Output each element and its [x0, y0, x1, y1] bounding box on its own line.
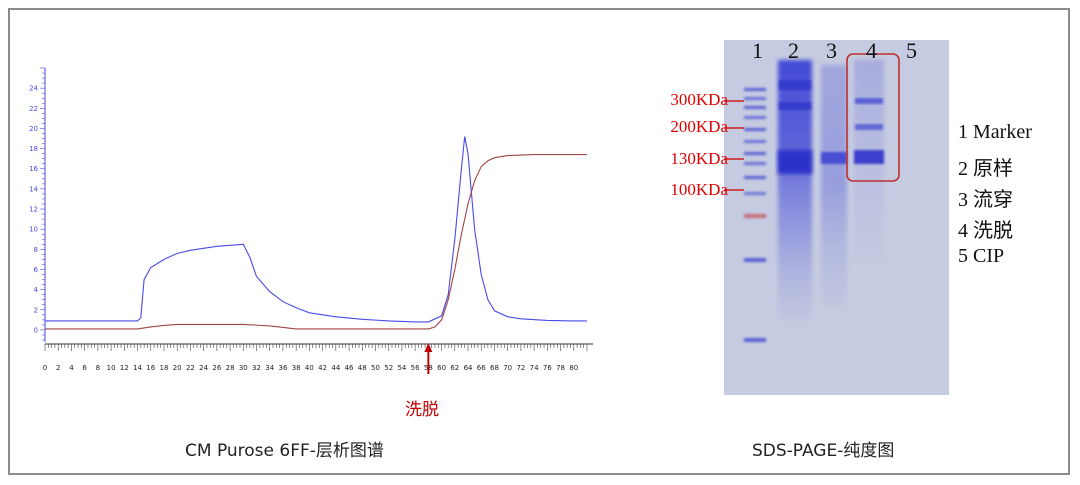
x-tick-label: 22 — [186, 364, 195, 372]
chromatogram-chart: 0 2 4 6 8 10 12 14 16 18 20 22 24 26 28 30 32 34 36 38 40 42 4… — [29, 67, 593, 374]
y-tick-label: 16 — [29, 165, 38, 173]
gel-lane-2-sample — [778, 60, 812, 320]
y-tick-label: 14 — [29, 185, 38, 193]
x-tick-label: 16 — [146, 364, 155, 372]
x-tick-label: 44 — [331, 364, 340, 372]
x-tick-label: 54 — [397, 364, 406, 372]
gel-legend-item: 4 洗脱 — [958, 220, 1013, 242]
y-tick-label: 0 — [34, 326, 38, 334]
series-line-2 — [45, 154, 587, 330]
x-tick-label: 28 — [226, 364, 235, 372]
x-tick-label: 72 — [516, 364, 525, 372]
x-tick-label: 20 — [173, 364, 182, 372]
gel-caption: SDS-PAGE-纯度图 — [752, 441, 895, 461]
x-tick-label: 76 — [543, 364, 552, 372]
chromatogram-caption: CM Purose 6FF-层析图谱 — [185, 441, 384, 461]
y-tick-label: 12 — [29, 206, 38, 214]
x-tick-label: 38 — [292, 364, 301, 372]
gel-lane-number: 5 — [906, 38, 917, 63]
x-tick-label: 46 — [345, 364, 354, 372]
x-tick-label: 62 — [450, 364, 459, 372]
x-tick-label: 74 — [530, 364, 539, 372]
gel-legend-item: 5 CIP — [958, 245, 1005, 267]
sds-page-gel-image — [724, 40, 949, 395]
x-tick-label: 34 — [265, 364, 274, 372]
series-line-1 — [45, 136, 587, 323]
x-tick-label: 6 — [82, 364, 87, 372]
x-tick-label: 8 — [96, 364, 100, 372]
x-tick-label: 14 — [133, 364, 142, 372]
x-tick-label: 40 — [305, 364, 314, 372]
x-tick-label: 80 — [569, 364, 578, 372]
x-tick-label: 50 — [371, 364, 380, 372]
x-tick-label: 60 — [437, 364, 446, 372]
x-tick-label: 68 — [490, 364, 499, 372]
x-tick-label: 18 — [160, 364, 169, 372]
gel-legend-item: 2 原样 — [958, 158, 1013, 180]
x-tick-label: 24 — [199, 364, 208, 372]
gel-lane-3-flowthrough — [821, 65, 847, 305]
x-tick-label: 2 — [56, 364, 60, 372]
y-tick-label: 18 — [29, 145, 38, 153]
mw-label-300kda: 300KDa — [670, 90, 728, 109]
y-tick-label: 4 — [34, 286, 39, 294]
x-tick-label: 66 — [477, 364, 486, 372]
lane-4-highlight-box — [846, 53, 900, 182]
x-tick-label: 56 — [411, 364, 420, 372]
gel-legend-item: 3 流穿 — [958, 189, 1013, 211]
y-tick-label: 10 — [29, 226, 38, 234]
x-tick-label: 12 — [120, 364, 129, 372]
y-tick-label: 2 — [34, 306, 38, 314]
x-tick-label: 42 — [318, 364, 327, 372]
gel-lane-number: 2 — [788, 38, 799, 63]
mw-label-100kda: 100KDa — [670, 180, 728, 199]
mw-label-130kda: 130KDa — [670, 149, 728, 168]
gel-lane-number: 1 — [752, 38, 763, 63]
y-tick-label: 8 — [34, 246, 38, 254]
x-tick-label: 4 — [69, 364, 74, 372]
x-tick-label: 32 — [252, 364, 261, 372]
mw-label-200kda: 200KDa — [670, 117, 728, 136]
x-tick-label: 52 — [384, 364, 393, 372]
y-tick-label: 20 — [29, 125, 38, 133]
elution-arrow-head — [424, 343, 433, 352]
gel-lane-number: 4 — [866, 38, 877, 63]
x-tick-label: 10 — [107, 364, 116, 372]
y-tick-label: 24 — [29, 85, 38, 93]
gel-lane-number: 3 — [826, 38, 837, 63]
y-tick-label: 6 — [34, 266, 39, 274]
gel-legend-item: 1 Marker — [958, 121, 1032, 143]
x-tick-label: 64 — [464, 364, 473, 372]
x-tick-label: 0 — [43, 364, 47, 372]
x-tick-label: 78 — [556, 364, 565, 372]
gel-lane-1-marker — [744, 88, 766, 342]
x-tick-label: 48 — [358, 364, 367, 372]
elution-annotation-label: 洗脱 — [405, 400, 439, 420]
gel-lane-4-elution — [854, 60, 884, 260]
x-tick-label: 36 — [278, 364, 287, 372]
y-tick-label: 22 — [29, 105, 38, 113]
x-tick-label: 26 — [212, 364, 221, 372]
x-tick-label: 70 — [503, 364, 512, 372]
x-tick-label: 30 — [239, 364, 248, 372]
mw-marker-ticks — [724, 100, 744, 191]
